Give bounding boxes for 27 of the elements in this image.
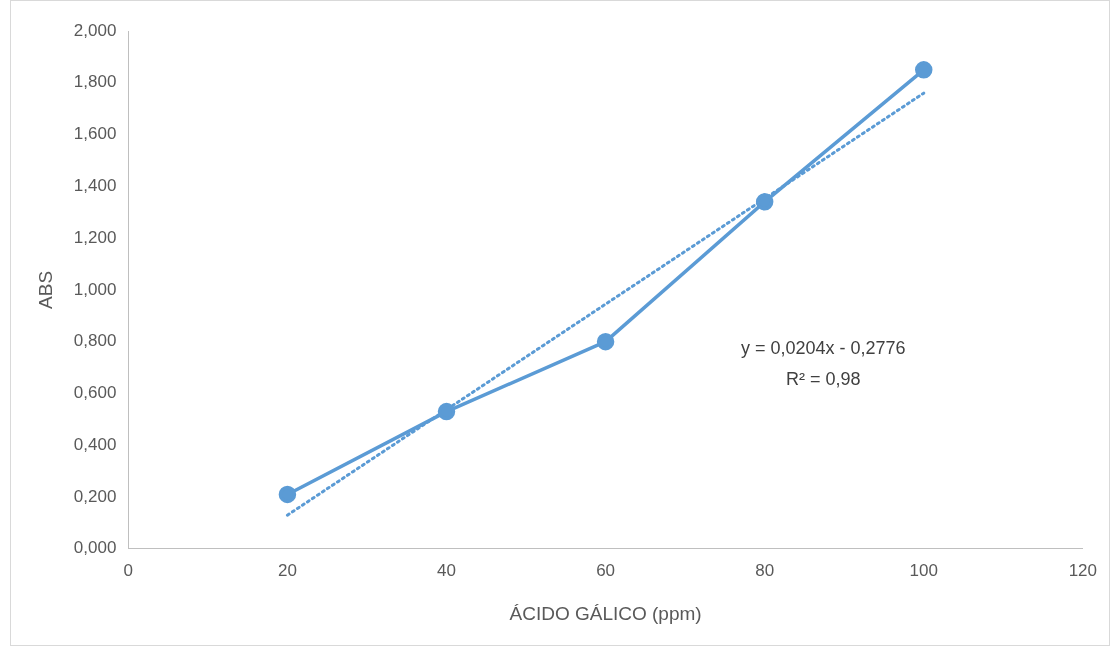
x-tick-label: 100: [909, 560, 938, 580]
y-tick-label: 2,000: [73, 20, 117, 40]
y-tick-label: 1,000: [73, 279, 117, 299]
point: [755, 193, 774, 211]
x-axis-title: ÁCIDO GÁLICO (ppm): [509, 602, 702, 624]
x-tick-label: 20: [277, 560, 297, 580]
point: [437, 402, 456, 421]
annotation: R² = 0,98: [785, 369, 861, 390]
point: [278, 485, 297, 504]
y-tick-label: 0,800: [73, 331, 117, 351]
y-tick-label: 0,000: [73, 538, 117, 558]
y-tick-label: 1,800: [73, 72, 117, 92]
x-tick-label: 40: [437, 560, 456, 580]
x-tick-label: 120: [1068, 560, 1098, 580]
x-tick-label: 60: [596, 560, 616, 580]
y-axis-title: ABS: [34, 270, 56, 309]
annotation: y = 0,0204x - 0,2776: [740, 338, 906, 359]
y-tick-label: 0,400: [73, 434, 117, 454]
y-tick-label: 0,200: [73, 486, 117, 506]
point: [914, 61, 933, 79]
point: [596, 332, 615, 351]
y-tick-label: 1,400: [73, 176, 117, 196]
y-tick-label: 1,600: [73, 124, 117, 144]
y-tick-label: 1,200: [73, 227, 117, 247]
x-tick-label: 80: [755, 560, 775, 580]
y-tick-label: 0,600: [73, 383, 117, 403]
x-tick-label: 0: [123, 560, 134, 580]
